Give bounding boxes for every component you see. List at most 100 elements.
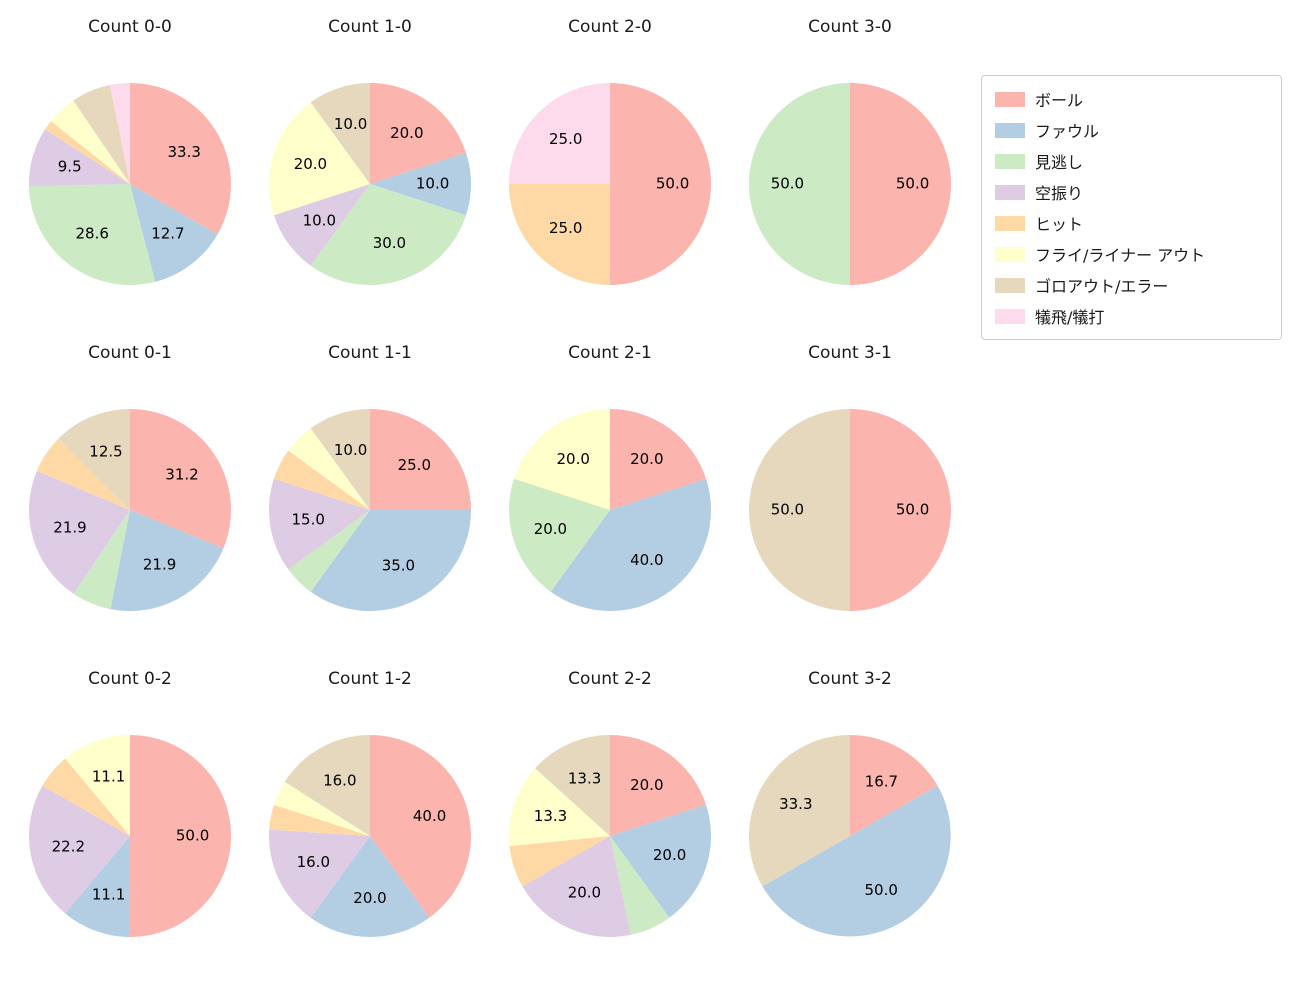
pie-chart-count-2-1: Count 2-1 20.0 40.0 20.0 20.0 [490,340,730,666]
chart-title: Count 1-2 [328,669,412,689]
pie-slice [130,184,218,282]
pie-chart-count-2-2: Count 2-2 20.0 20.0 20.0 13.3 13.3 [490,666,730,992]
pie-slice [749,735,850,887]
pie-slice [273,184,370,266]
slice-value-label: 25.0 [549,130,582,148]
chart-title: Count 2-0 [568,17,652,37]
slice-value-label: 20.0 [353,889,386,907]
pie-slice [610,836,670,935]
pie-slice [850,409,951,611]
pie-slice [268,478,370,570]
legend-item: ヒット [995,211,1268,235]
legend-label: 空振り [1035,184,1084,203]
pie-svg: 50.0 11.1 22.2 11.1 [28,735,231,937]
slice-value-label: 40.0 [630,551,663,569]
slice-value-label: 11.1 [92,885,125,903]
chart-title: Count 0-1 [88,343,172,363]
slice-value-label: 20.0 [630,450,663,468]
slice-value-label: 15.0 [291,510,324,528]
slice-value-label: 20.0 [568,884,601,902]
legend-label: フライ/ライナー アウト [1035,246,1206,265]
legend-swatch [995,215,1025,231]
pie-slice [762,785,951,937]
pie-slice [522,836,631,938]
pie-slice [73,85,130,184]
legend-item: 空振り [995,180,1268,204]
pie-slice [370,735,472,918]
legend-item: 見逃し [995,149,1268,173]
legend-swatch [995,122,1025,138]
pie-chart-count-0-0: Count 0-0 33.3 12.7 28.6 9.5 [10,14,250,340]
legend-swatch [995,308,1025,324]
pie-slice [28,785,131,914]
slice-value-label: 31.2 [165,466,198,484]
slice-value-label: 22.2 [52,838,85,856]
pie-slice [310,409,370,510]
pie-slice [65,735,130,836]
pie-slice [509,836,610,887]
slice-value-label: 16.0 [297,853,330,871]
pie-slice [28,129,131,187]
pie-svg: 25.0 35.0 15.0 10.0 [268,409,471,612]
slice-value-label: 50.0 [896,501,929,519]
chart-title: Count 2-2 [568,669,652,689]
pie-slice [273,781,370,836]
pie-slice [36,438,131,510]
slice-value-label: 13.3 [534,807,567,825]
pie-slice [29,184,156,286]
pie-slice [130,83,231,235]
legend-item: ボール [995,87,1268,111]
pie-slice [610,804,712,918]
pie-slice [610,409,707,510]
pie-chart-count-2-0: Count 2-0 50.0 25.0 25.0 [490,14,730,340]
pie-slice [310,510,471,612]
pie-slice [288,510,370,592]
pie-slice [73,510,130,610]
pie-svg: 31.2 21.9 21.9 12.5 [29,409,231,611]
legend-label: ファウル [1035,122,1100,141]
slice-value-label: 25.0 [549,219,582,237]
slice-value-label: 28.6 [75,225,108,243]
pie-svg: 20.0 10.0 30.0 10.0 20.0 10.0 [268,83,472,286]
slice-value-label: 35.0 [382,556,415,574]
pie-slice [273,450,370,510]
slice-value-label: 33.3 [779,795,812,813]
pie-slice [508,768,610,847]
pie-slice [269,829,370,918]
legend-swatch [995,277,1025,293]
slice-value-label: 33.3 [167,143,200,161]
slice-value-label: 13.3 [568,769,601,787]
pie-slice [370,83,467,184]
slice-value-label: 20.0 [390,124,423,142]
pie-slice [508,478,610,592]
slice-value-label: 50.0 [896,175,929,193]
legend-swatch [995,153,1025,169]
slice-value-label: 20.0 [630,776,663,794]
pie-svg: 50.0 50.0 [749,409,951,611]
slice-value-label: 11.1 [92,768,125,786]
slice-value-label: 21.9 [53,519,86,537]
slice-value-label: 10.0 [303,211,336,229]
pie-slice [310,83,370,184]
legend-swatch [995,246,1025,262]
pie-slice [509,83,610,184]
slice-value-label: 12.5 [89,443,122,461]
chart-title: Count 1-0 [328,17,412,37]
slice-value-label: 50.0 [771,501,804,519]
pie-slice [749,83,850,285]
chart-title: Count 3-1 [808,343,892,363]
slice-value-label: 10.0 [334,115,367,133]
pie-slice [310,184,467,286]
legend-label: 犠飛/犠打 [1035,308,1105,327]
pie-slice [310,836,430,938]
pie-svg: 40.0 20.0 16.0 16.0 [269,735,472,938]
pie-slice [58,409,130,510]
pie-slice [45,121,130,184]
pie-svg: 20.0 20.0 20.0 13.3 13.3 [508,735,712,938]
slice-value-label: 50.0 [656,175,689,193]
slice-value-label: 40.0 [413,807,446,825]
pie-slice [284,735,370,836]
pie-chart-count-3-0: Count 3-0 50.0 50.0 [730,14,970,340]
legend-item: ゴロアウト/エラー [995,273,1268,297]
slice-value-label: 16.0 [323,772,356,790]
